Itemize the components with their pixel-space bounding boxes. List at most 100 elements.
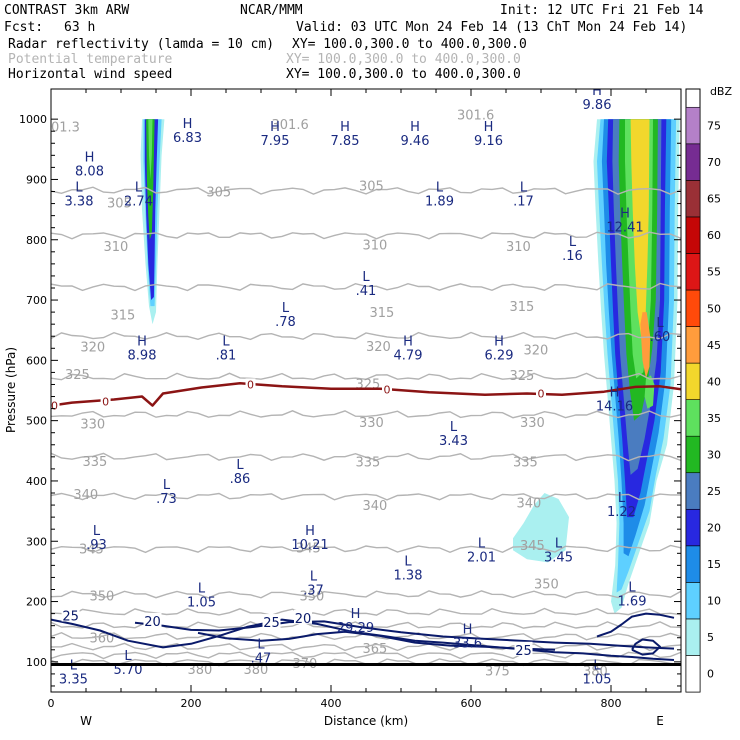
wind-extremum-value: 8.08 bbox=[75, 164, 104, 179]
reflectivity-cell-5dbz bbox=[513, 493, 569, 563]
theta-label: 335 bbox=[356, 456, 381, 471]
wind-min-marker: L bbox=[520, 181, 528, 196]
wind-min-marker: L bbox=[310, 569, 318, 584]
freezing-label: 0 bbox=[102, 395, 109, 408]
theta-line-330 bbox=[51, 410, 681, 419]
reflectivity-cell-40dbz bbox=[630, 119, 650, 337]
theta-label: 325 bbox=[510, 369, 535, 384]
wind-min-marker: L bbox=[478, 536, 486, 551]
wind-contour bbox=[197, 630, 556, 651]
wind-min-marker: L bbox=[135, 181, 143, 196]
theta-label: 305 bbox=[206, 186, 231, 201]
init-time: Init: 12 UTC Fri 21 Feb 14 bbox=[500, 3, 704, 18]
theta-label: 380 bbox=[244, 663, 269, 678]
wind-label-bg bbox=[143, 612, 162, 627]
colorbar-label: 65 bbox=[707, 193, 721, 206]
freezing-level-line bbox=[51, 382, 681, 407]
wind-extremum-value: 2.01 bbox=[467, 550, 496, 565]
theta-label: 345 bbox=[520, 539, 545, 554]
freezing-line: 0 0 0 0 0 bbox=[51, 378, 681, 413]
y-axis-title: Pressure (hPa) bbox=[4, 347, 18, 433]
wind-contour-label: 25 bbox=[62, 609, 79, 624]
colorbar-label: 75 bbox=[707, 120, 721, 133]
x-tick-label: 600 bbox=[461, 697, 482, 710]
wind-contour bbox=[134, 620, 675, 650]
org-label: NCAR/MMM bbox=[240, 3, 303, 18]
y-tick-label: 200 bbox=[26, 596, 47, 609]
x-axis-title: Distance (km) bbox=[324, 714, 408, 728]
wind-min-marker: L bbox=[404, 554, 412, 569]
colorbar-label: 5 bbox=[707, 631, 714, 644]
theta-label: 330 bbox=[359, 416, 384, 431]
theta-label: 350 bbox=[300, 590, 325, 605]
wind-label-bg bbox=[294, 609, 312, 624]
y-tick-label: 300 bbox=[26, 535, 47, 548]
colorbar-label: 25 bbox=[707, 485, 721, 498]
wind-label-bg bbox=[61, 607, 80, 622]
wind-min-marker: L bbox=[236, 458, 244, 473]
theta-label: 340 bbox=[363, 499, 388, 514]
colorbar-swatch-50 bbox=[685, 289, 701, 327]
wind-extremum-value: 7.85 bbox=[331, 134, 360, 149]
theta-line-345 bbox=[51, 544, 681, 554]
wind-max-marker: H bbox=[410, 120, 420, 135]
colorbar-label: 30 bbox=[707, 448, 721, 461]
wind-extremum-value: 1.05 bbox=[187, 596, 216, 611]
wind-extremum-value: 1.22 bbox=[607, 505, 636, 520]
colorbar-swatch-35 bbox=[685, 399, 701, 437]
colorbar-label: 45 bbox=[707, 339, 721, 352]
colorbar-label: 15 bbox=[707, 558, 721, 571]
theta-label: 305 bbox=[107, 196, 132, 211]
wind-max-marker: H bbox=[463, 623, 473, 638]
wind-max-marker: H bbox=[484, 120, 494, 135]
theta-label: 310 bbox=[104, 240, 129, 255]
wind-extremum-value: 5.70 bbox=[114, 663, 143, 678]
y-tick-label: 900 bbox=[26, 173, 47, 186]
west-label: W bbox=[80, 714, 92, 728]
wind-extremum-value: 14.16 bbox=[596, 400, 633, 415]
theta-line-315 bbox=[51, 282, 681, 292]
freezing-label-bg bbox=[51, 399, 60, 411]
wind-extremum-value: 12.41 bbox=[606, 220, 643, 235]
theta-line-335 bbox=[51, 452, 681, 462]
theta-label: 340 bbox=[73, 488, 98, 503]
wind-min-marker: L bbox=[124, 649, 132, 664]
wind-extremum-value: 3.38 bbox=[65, 195, 94, 210]
field-xy-reflectivity: XY= 100.0,300.0 to 400.0,300.0 bbox=[292, 37, 527, 52]
wind-min-marker: L bbox=[569, 235, 577, 250]
wind-contour-label: 25 bbox=[515, 644, 532, 659]
theta-label: 310 bbox=[506, 240, 531, 255]
colorbar-swatch-5 bbox=[685, 618, 701, 656]
colorbar-swatch-10 bbox=[685, 582, 701, 620]
wind-min-marker: L bbox=[656, 316, 664, 331]
colorbar: dBZ 0 5 10 15 20 25 30 35 40 45 50 55 60 65 70 75 bbox=[685, 85, 732, 693]
theta-label: 320 bbox=[366, 340, 391, 355]
reflectivity-cell-35dbz bbox=[148, 119, 153, 180]
wind-extremum-value: .17 bbox=[513, 195, 534, 210]
ground-surface bbox=[51, 663, 681, 666]
wind-extremum-value: 1.89 bbox=[425, 195, 454, 210]
colorbar-label: 70 bbox=[707, 156, 721, 169]
y-tick-label: 600 bbox=[26, 354, 47, 367]
wind-max-marker: H bbox=[137, 334, 147, 349]
east-label: E bbox=[656, 714, 664, 728]
wind-extremum-value: 3.45 bbox=[544, 550, 573, 565]
colorbar-swatch-65 bbox=[685, 180, 701, 218]
theta-line-325 bbox=[51, 372, 681, 381]
reflectivity-cell-45dbz bbox=[640, 312, 651, 379]
wind-extremum-value: .47 bbox=[251, 652, 272, 667]
wind-min-marker: L bbox=[198, 582, 206, 597]
wind-extremum-value: .93 bbox=[86, 538, 107, 553]
x-tick-label: 400 bbox=[321, 697, 342, 710]
theta-label: 320 bbox=[80, 340, 105, 355]
wind-min-marker: L bbox=[163, 478, 171, 493]
theta-label: 315 bbox=[510, 300, 535, 315]
field-name-wind: Horizontal wind speed bbox=[8, 67, 173, 82]
wind-max-marker: H bbox=[183, 117, 193, 132]
wind-min-marker: L bbox=[222, 334, 230, 349]
y-tick-label: 700 bbox=[26, 294, 47, 307]
theta-line-350 bbox=[51, 590, 681, 599]
reflectivity-cell-30dbz bbox=[146, 119, 155, 240]
